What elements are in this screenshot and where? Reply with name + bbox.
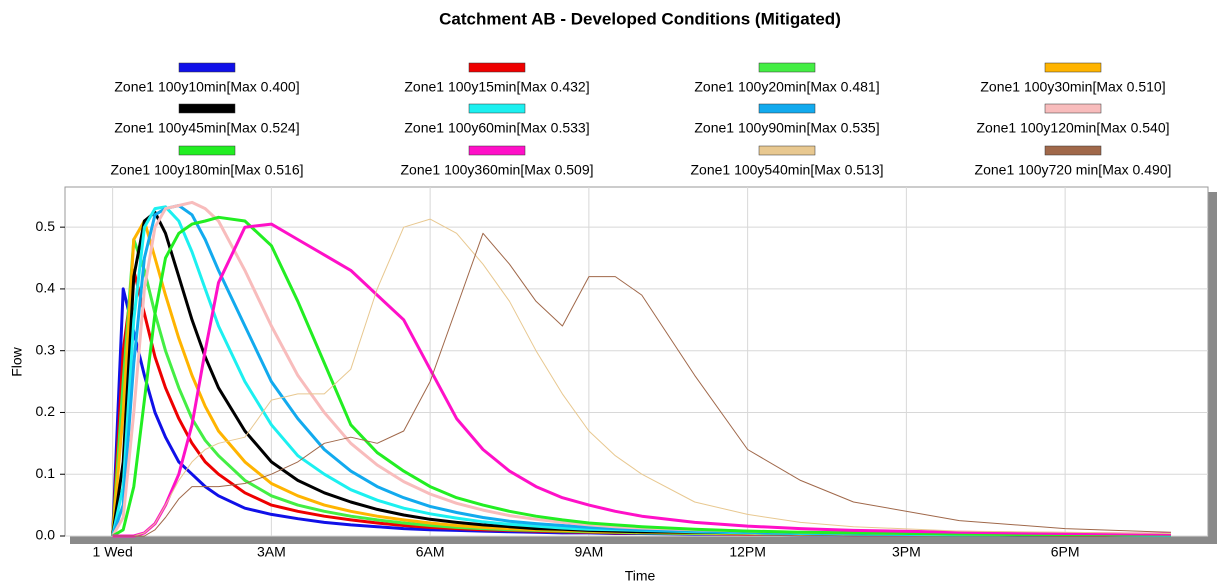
legend-label: Zone1 100y20min[Max 0.481]: [694, 79, 879, 95]
plot-area: [64, 186, 1209, 537]
legend-label: Zone1 100y360min[Max 0.509]: [400, 162, 593, 178]
x-tick-label: 6AM: [416, 544, 445, 560]
frame-shadow: [70, 536, 1217, 544]
y-tick-label: 0.3: [36, 341, 56, 357]
legend-label: Zone1 100y720 min[Max 0.490]: [975, 162, 1172, 178]
legend-swatch: [468, 62, 526, 73]
y-tick-label: 0.4: [36, 280, 56, 296]
series-line: [112, 232, 1172, 537]
y-tick-label: 0.2: [36, 403, 56, 419]
legend-label: Zone1 100y15min[Max 0.432]: [404, 79, 589, 95]
x-tick-label: 12PM: [729, 544, 766, 560]
series-line: [112, 218, 1172, 537]
legend-swatch: [1044, 145, 1102, 156]
legend-swatch: [178, 103, 236, 114]
y-axis-label: Flow: [9, 346, 25, 376]
series-line: [112, 222, 1172, 538]
legend-label: Zone1 100y90min[Max 0.535]: [694, 120, 879, 136]
series-line: [111, 215, 1171, 538]
x-tick-label: 3AM: [257, 544, 286, 560]
legend-swatch: [468, 103, 526, 114]
x-tick-label: 6PM: [1051, 544, 1080, 560]
x-tick-label: 9AM: [574, 544, 603, 560]
legend-label: Zone1 100y180min[Max 0.516]: [110, 162, 303, 178]
legend-label: Zone1 100y45min[Max 0.524]: [114, 120, 299, 136]
legend-swatch: [178, 145, 236, 156]
legend-swatch: [758, 145, 816, 156]
x-tick-label: 3PM: [892, 544, 921, 560]
legend-swatch: [1044, 62, 1102, 73]
y-tick-label: 0.1: [36, 465, 56, 481]
legend-label: Zone1 100y10min[Max 0.400]: [114, 79, 299, 95]
legend-label: Zone1 100y120min[Max 0.540]: [976, 120, 1169, 136]
y-tick-label: 0.5: [36, 218, 56, 234]
legend-label: Zone1 100y60min[Max 0.533]: [404, 120, 589, 136]
legend-swatch: [758, 103, 816, 114]
x-tick-label: 1 Wed: [93, 544, 133, 560]
legend-label: Zone1 100y540min[Max 0.513]: [690, 162, 883, 178]
y-tick-label: 0.0: [36, 527, 56, 543]
legend-swatch: [468, 145, 526, 156]
chart-title: Catchment AB - Developed Conditions (Mit…: [439, 9, 841, 28]
frame-shadow: [1208, 192, 1217, 544]
legend-swatch: [1044, 103, 1102, 114]
legend-swatch: [178, 62, 236, 73]
legend-swatch: [758, 62, 816, 73]
legend-label: Zone1 100y30min[Max 0.510]: [980, 79, 1165, 95]
x-axis-label: Time: [625, 568, 656, 584]
